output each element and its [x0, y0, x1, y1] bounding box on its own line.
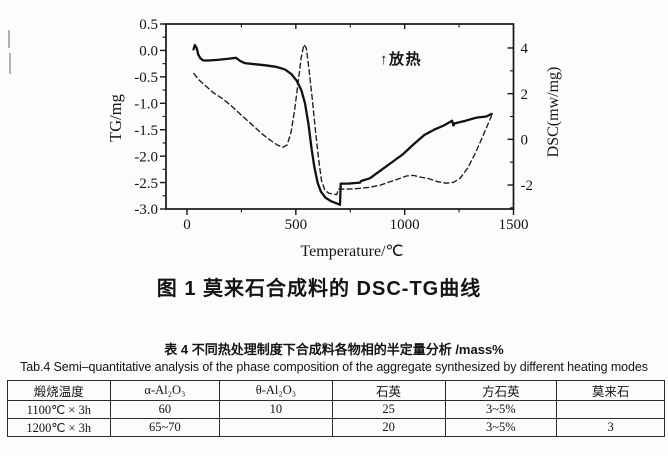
y-right-tick-label: -2 [521, 178, 534, 194]
y-left-tick-label: 0.5 [139, 17, 158, 33]
table-title-zh: 表 4 不同热处理制度下合成料各物相的半定量分析 /mass% [164, 342, 504, 357]
x-axis-label: Temperature/℃ [300, 243, 403, 260]
table-cell: 65~70 [109, 418, 221, 437]
y-left-tick-label: -3.0 [134, 202, 158, 218]
table-cell: 10 [219, 400, 333, 419]
header-cell: θ-Al₂O₃ [219, 380, 333, 401]
y-left-tick-label: -1.5 [134, 123, 158, 139]
x-tick-label: 0 [183, 217, 191, 233]
header-cell: 石英 [331, 380, 446, 401]
phase-table-head: 煅烧温度 α-Al₂O₃ θ-Al₂O₃ 石英 方石英 莫来石 [7, 380, 665, 401]
y-axis-label-left: TG/mg [106, 94, 125, 142]
header-cell: 煅烧温度 [7, 380, 111, 401]
header-cell: 莫来石 [556, 380, 665, 401]
header-cell: 方石英 [444, 380, 558, 401]
plot-frame [165, 23, 515, 210]
y-right-tick-label: 4 [521, 41, 529, 57]
table-cell: 60 [109, 400, 221, 419]
y-right-tick-label: 0 [521, 133, 529, 149]
table-cell: 1200℃ × 3h [7, 418, 111, 437]
exothermic-annotation: ↑放热 [380, 50, 422, 68]
y-left-tick-label: -2.0 [134, 149, 158, 165]
table-row: 1200℃ × 3h 65~70 20 3~5% 3 [7, 418, 665, 437]
axis-ticks [160, 23, 515, 215]
tick-labels: 0.5 0.0 -0.5 -1.0 -1.5 -2.0 -2.5 -3.0 4 2 0 -2 0 500 1… [134, 17, 533, 233]
scan-artifact [9, 53, 11, 74]
y-left-tick-label: 0.0 [139, 44, 158, 60]
table-cell: 3~5% [444, 400, 558, 419]
table-cell: 25 [331, 400, 446, 419]
x-tick-label: 1500 [499, 217, 529, 233]
y-right-tick-label: 2 [521, 87, 529, 103]
table-cell: 3 [556, 418, 665, 437]
tg-curve [192, 43, 493, 206]
y-axis-label-right: DSC(mw/mg) [545, 67, 562, 158]
scan-artifact [8, 30, 10, 48]
dsc-tg-chart: 0.5 0.0 -0.5 -1.0 -1.5 -2.0 -2.5 -3.0 4 2 0 -2 0 500 1… [106, 17, 562, 260]
table-title-en: Tab.4 Semi–quantitative analysis of the … [20, 360, 648, 374]
curves [192, 43, 493, 206]
table-cell [219, 418, 333, 437]
table-cell: 1100℃ × 3h [7, 400, 111, 419]
header-cell: α-Al₂O₃ [109, 380, 221, 401]
header-row: 煅烧温度 α-Al₂O₃ θ-Al₂O₃ 石英 方石英 莫来石 [7, 380, 665, 401]
y-left-tick-label: -1.0 [134, 96, 158, 112]
table-cell: 20 [331, 418, 446, 437]
table-cell: 3~5% [444, 418, 558, 437]
y-left-tick-label: -2.5 [134, 176, 158, 192]
x-tick-label: 1000 [390, 217, 420, 233]
table-row: 1100℃ × 3h 60 10 25 3~5% [7, 400, 665, 419]
table-cell [556, 400, 665, 419]
figure-caption: 图 1 莫来石合成料的 DSC-TG曲线 [156, 278, 482, 300]
phase-table-body: 1100℃ × 3h 60 10 25 3~5% 1200℃ × 3h 65~70 20 3~5… [7, 400, 665, 437]
dsc-curve [192, 43, 493, 196]
x-tick-label: 500 [285, 217, 308, 233]
phase-table: 煅烧温度 α-Al₂O₃ θ-Al₂O₃ 石英 方石英 莫来石 1100℃ × 3h 60 1… [7, 380, 665, 437]
y-left-tick-label: -0.5 [134, 70, 158, 86]
